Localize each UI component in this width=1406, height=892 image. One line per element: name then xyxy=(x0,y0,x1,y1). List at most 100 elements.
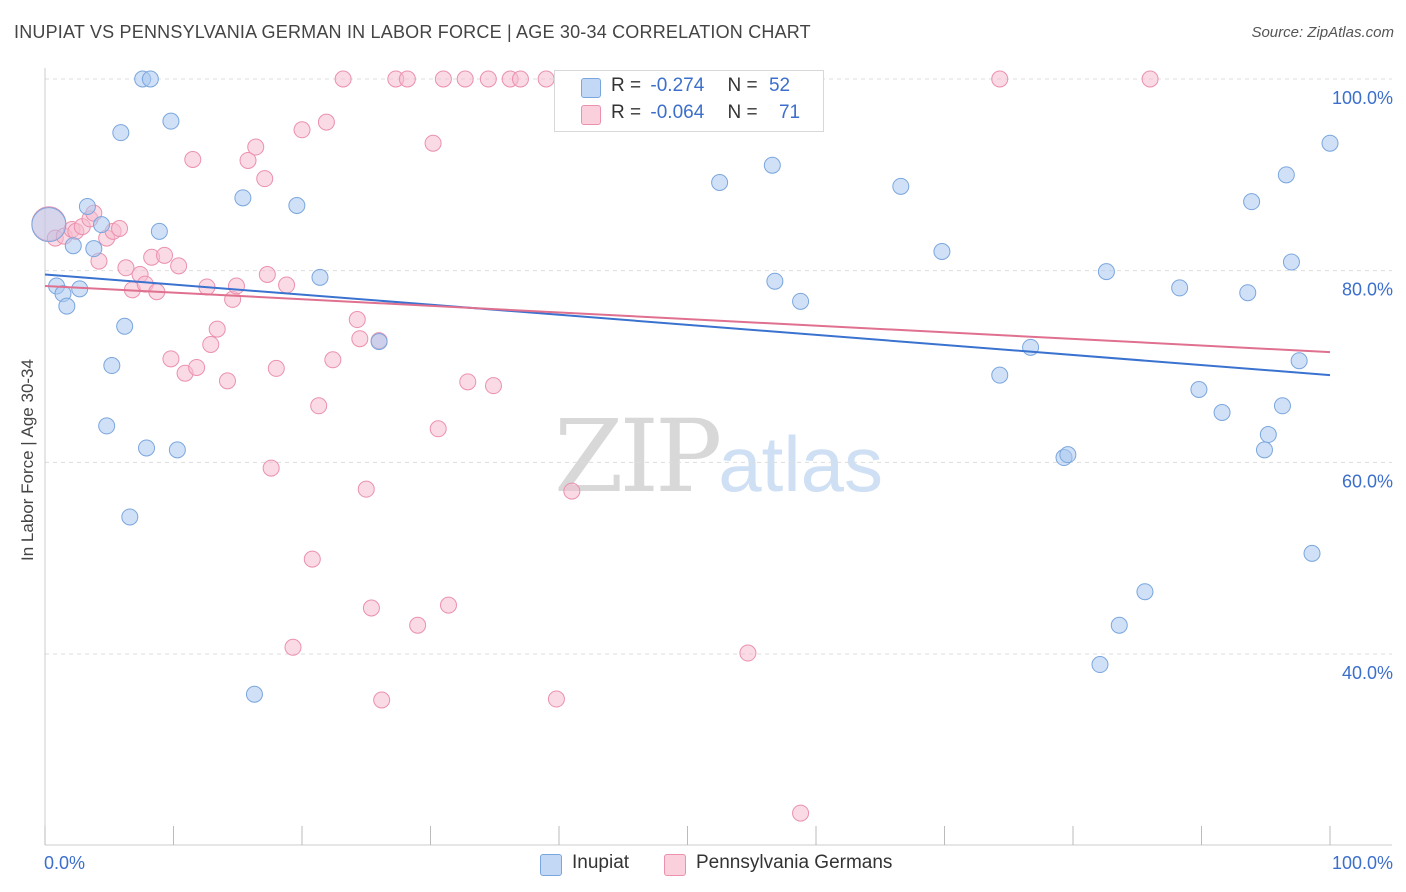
penn-point-35 xyxy=(267,359,285,377)
inupiat-point-41 xyxy=(1213,404,1231,421)
inupiat-point-10 xyxy=(103,357,121,375)
inupiat-point-30 xyxy=(933,243,951,260)
penn-point-31 xyxy=(247,138,265,156)
penn-point-20 xyxy=(170,257,188,275)
inupiat-point-7 xyxy=(85,240,103,258)
penn-point-32 xyxy=(256,170,274,188)
penn-point-60 xyxy=(484,377,502,395)
inupiat-point-22 xyxy=(288,197,306,214)
penn-point-27 xyxy=(218,372,236,390)
inupiat-point-42 xyxy=(1239,284,1257,302)
inupiat-point-28 xyxy=(792,292,810,310)
penn-point-70 xyxy=(511,70,529,88)
penn-point-45 xyxy=(351,330,369,348)
penn-point-58 xyxy=(459,373,477,391)
penn-point-62 xyxy=(537,70,555,88)
inupiat-points-layer xyxy=(31,70,1339,703)
penn-point-66 xyxy=(739,644,757,662)
inupiat-point-50 xyxy=(1303,544,1321,562)
penn-point-38 xyxy=(293,121,311,139)
penn-point-43 xyxy=(334,70,352,88)
inupiat-n-label: N = xyxy=(727,75,758,96)
penn-legend-swatch xyxy=(664,854,686,876)
inupiat-point-18 xyxy=(162,112,180,130)
penn-point-23 xyxy=(188,358,206,376)
penn-point-40 xyxy=(310,397,328,415)
inupiat-point-25 xyxy=(711,174,729,191)
inupiat-point-36 xyxy=(1110,616,1128,634)
penn-point-18 xyxy=(156,246,174,264)
inupiat-point-37 xyxy=(1136,583,1154,601)
penn-point-33 xyxy=(258,266,276,283)
inupiat-point-48 xyxy=(1282,253,1300,271)
watermark: ZIPatlas xyxy=(554,398,883,515)
penn-point-30 xyxy=(239,151,257,169)
inupiat-r-label: R = xyxy=(611,75,642,96)
inupiat-point-4 xyxy=(64,237,82,255)
inupiat-point-12 xyxy=(116,317,134,335)
y-axis-label: In Labor Force | Age 30-34 xyxy=(18,359,37,561)
penn-point-47 xyxy=(362,599,380,617)
inupiat-point-38 xyxy=(1097,263,1115,281)
penn-point-69 xyxy=(1141,70,1159,88)
penn-point-26 xyxy=(208,320,226,338)
inupiat-r-value: -0.274 xyxy=(650,75,705,96)
inupiat-point-8 xyxy=(93,216,111,234)
penn-point-44 xyxy=(348,311,366,329)
inupiat-point-9 xyxy=(98,417,116,435)
inupiat-point-13 xyxy=(121,508,139,526)
inupiat-point-49 xyxy=(1290,352,1308,370)
inupiat-trend-line xyxy=(44,273,1331,377)
axis-layer xyxy=(44,68,1392,846)
penn-point-52 xyxy=(409,616,427,634)
chart-title: INUPIAT VS PENNSYLVANIA GERMAN IN LABOR … xyxy=(14,22,811,42)
penn-point-12 xyxy=(117,259,135,277)
inupiat-point-40 xyxy=(1190,381,1208,398)
inupiat-point-11 xyxy=(112,124,130,142)
penn-point-49 xyxy=(373,691,391,709)
inupiat-point-27 xyxy=(766,272,784,290)
penn-legend-label: Pennsylvania Germans xyxy=(696,852,893,873)
penn-point-68 xyxy=(991,70,1009,88)
inupiat-point-46 xyxy=(1273,397,1291,415)
inupiat-point-23 xyxy=(311,268,329,286)
penn-n-label: N = xyxy=(727,102,758,123)
stats-legend: R = -0.274 N = 52 R = -0.064 N = 71 xyxy=(554,70,824,132)
penn-point-64 xyxy=(563,482,581,500)
penn-point-41 xyxy=(317,113,335,131)
penn-r-value: -0.064 xyxy=(650,102,705,123)
x-tick-label-max: 100.0% xyxy=(1332,853,1393,873)
inupiat-point-51 xyxy=(1321,134,1339,152)
inupiat-point-43 xyxy=(1243,193,1261,211)
inupiat-point-32 xyxy=(991,366,1009,384)
inupiat-legend-swatch xyxy=(540,854,562,876)
penn-swatch xyxy=(581,105,601,125)
penn-point-36 xyxy=(278,276,296,294)
inupiat-point-15 xyxy=(138,439,156,457)
penn-point-59 xyxy=(479,70,497,88)
y-tick-label-40: 40.0% xyxy=(1342,663,1393,683)
trend-layer xyxy=(44,273,1331,377)
inupiat-point-21 xyxy=(245,685,263,703)
penn-points-layer xyxy=(31,70,1159,822)
inupiat-point-6 xyxy=(78,197,96,215)
inupiat-legend-label: Inupiat xyxy=(572,852,630,873)
penn-point-37 xyxy=(284,638,302,656)
inupiat-point-17 xyxy=(150,222,168,240)
penn-point-22 xyxy=(184,151,202,168)
y-tick-label-100: 100.0% xyxy=(1332,88,1393,108)
inupiat-point-34 xyxy=(1059,446,1077,464)
inupiat-point-29 xyxy=(892,177,910,195)
penn-point-29 xyxy=(227,277,245,295)
penn-point-55 xyxy=(434,70,452,88)
watermark-atlas: atlas xyxy=(718,420,884,508)
inupiat-point-0 xyxy=(31,207,67,243)
tick-label-layer: 40.0% 60.0% 80.0% 100.0% 0.0% 100.0% xyxy=(44,88,1393,873)
penn-point-51 xyxy=(398,70,416,88)
penn-point-25 xyxy=(202,335,220,353)
penn-point-54 xyxy=(424,134,442,152)
inupiat-point-45 xyxy=(1259,426,1277,444)
y-tick-label-80: 80.0% xyxy=(1342,280,1393,300)
penn-point-11 xyxy=(111,220,129,237)
